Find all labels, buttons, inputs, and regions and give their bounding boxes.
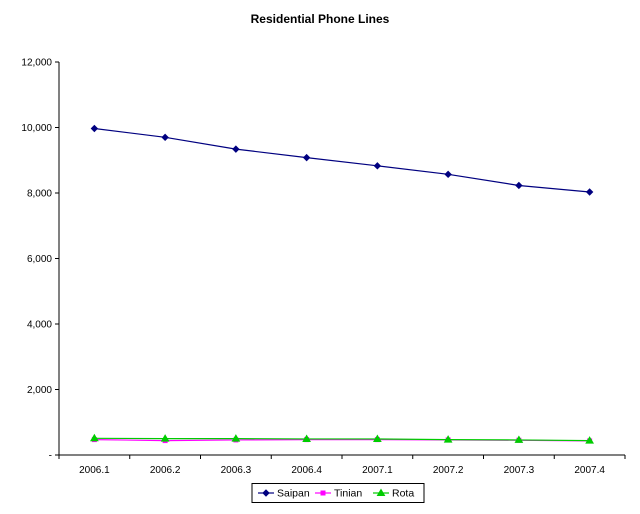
x-tick-label: 2006.2 — [150, 465, 181, 476]
y-tick-label: 4,000 — [27, 320, 52, 331]
y-tick-label: 12,000 — [21, 58, 52, 69]
data-point-saipan — [233, 146, 239, 152]
legend-label-saipan: Saipan — [277, 488, 310, 500]
data-point-saipan — [304, 155, 310, 161]
data-point-saipan — [516, 182, 522, 188]
y-tick-label: 6,000 — [27, 254, 52, 265]
y-tick-label: - — [49, 451, 52, 462]
data-point-saipan — [374, 163, 380, 169]
data-point-saipan — [91, 125, 97, 131]
x-tick-label: 2007.4 — [574, 465, 605, 476]
chart-title: Residential Phone Lines — [251, 12, 390, 26]
x-axis-ticks: 2006.1 2006.2 2006.3 2006.4 2007.1 2007.2 2007… — [59, 455, 625, 476]
series-saipan — [91, 125, 592, 195]
x-tick-label: 2006.4 — [291, 465, 322, 476]
x-tick-label: 2006.3 — [221, 465, 252, 476]
data-point-saipan — [162, 134, 168, 140]
x-tick-label: 2007.3 — [504, 465, 535, 476]
x-tick-label: 2007.1 — [362, 465, 393, 476]
y-tick-label: 8,000 — [27, 189, 52, 200]
data-point-saipan — [587, 189, 593, 195]
legend-label-rota: Rota — [392, 488, 414, 500]
series-layer — [91, 125, 593, 443]
legend-marker-tinian — [321, 491, 326, 496]
series-line-saipan — [94, 128, 589, 192]
y-tick-label: 2,000 — [27, 385, 52, 396]
y-axis-ticks: - 2,000 4,000 6,000 8,000 10,000 12,000 — [21, 58, 59, 462]
x-tick-label: 2007.2 — [433, 465, 464, 476]
legend-label-tinian: Tinian — [334, 488, 362, 500]
legend: Saipan Tinian Rota — [252, 484, 424, 503]
y-tick-label: 10,000 — [21, 123, 52, 134]
data-point-saipan — [445, 171, 451, 177]
x-tick-label: 2006.1 — [79, 465, 110, 476]
